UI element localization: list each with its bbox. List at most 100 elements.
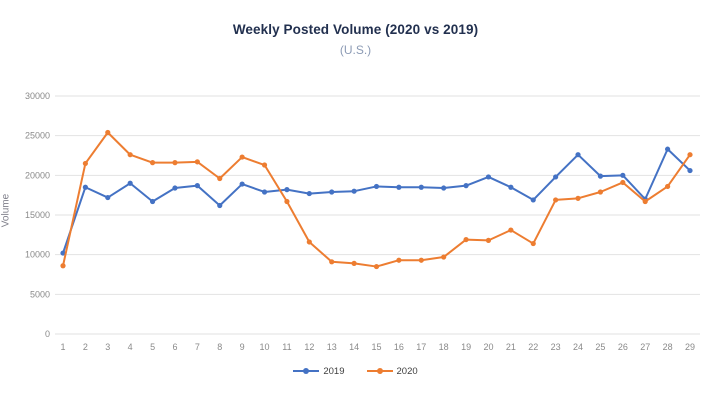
- data-point-2020-week-24: [575, 195, 581, 201]
- x-tick-label: 2: [83, 342, 88, 352]
- data-point-2019-week-25: [597, 173, 604, 179]
- x-tick-label: 25: [595, 342, 605, 352]
- x-tick-label: 27: [640, 342, 650, 352]
- data-point-2020-week-13: [329, 259, 335, 265]
- x-tick-label: 20: [483, 342, 493, 352]
- x-tick-label: 12: [304, 342, 314, 352]
- data-point-2020-week-7: [194, 159, 200, 165]
- legend-label-2019: 2019: [323, 365, 345, 377]
- x-tick-label: 22: [528, 342, 538, 352]
- x-tick-label: 23: [551, 342, 561, 352]
- data-point-2019-week-21: [508, 184, 514, 190]
- data-point-2019-week-23: [553, 174, 559, 180]
- data-point-2019-week-18: [441, 185, 447, 191]
- data-point-2019-week-2: [82, 184, 88, 190]
- data-point-2019-week-29: [687, 167, 693, 174]
- data-point-2019-week-11: [284, 187, 290, 193]
- data-point-2019-week-19: [463, 183, 469, 189]
- data-point-2020-week-28: [665, 183, 671, 190]
- x-tick-label: 3: [105, 342, 110, 352]
- x-tick-label: 15: [371, 342, 381, 352]
- legend-item-2019[interactable]: 2019: [293, 365, 345, 377]
- data-point-2020-week-2: [82, 160, 88, 167]
- x-tick-label: 19: [461, 342, 471, 352]
- data-point-2019-week-3: [105, 194, 111, 201]
- data-point-2020-week-23: [553, 197, 559, 203]
- data-point-2019-week-1: [60, 250, 66, 256]
- data-point-2019-week-4: [127, 180, 133, 186]
- data-point-2019-week-10: [261, 189, 268, 195]
- data-point-2019-week-17: [418, 184, 424, 190]
- data-point-2019-week-26: [620, 172, 626, 178]
- x-tick-label: 9: [240, 342, 245, 352]
- data-point-2019-week-5: [149, 198, 156, 205]
- data-point-2019-week-9: [239, 181, 245, 187]
- data-point-2020-week-10: [261, 162, 268, 168]
- data-point-2020-week-4: [127, 152, 133, 158]
- y-tick-label: 0: [45, 329, 50, 339]
- series-line-2019: [62, 148, 691, 255]
- data-point-2019-week-14: [351, 188, 357, 194]
- legend-item-2020[interactable]: 2020: [366, 365, 418, 377]
- x-tick-label: 8: [217, 342, 222, 352]
- x-tick-label: 24: [573, 342, 583, 352]
- chart-title: Weekly Posted Volume (2020 vs 2019): [232, 22, 479, 37]
- x-tick-label: 18: [439, 342, 449, 352]
- data-point-2020-week-18: [441, 254, 447, 260]
- x-tick-label: 4: [128, 342, 133, 352]
- x-tick-label: 26: [618, 342, 628, 352]
- x-tick-label: 28: [663, 342, 673, 352]
- y-tick-label: 15000: [25, 210, 50, 220]
- x-tick-label: 6: [172, 342, 177, 352]
- data-point-2020-week-29: [687, 152, 693, 158]
- data-point-2020-week-22: [530, 240, 536, 247]
- x-tick-label: 17: [416, 342, 426, 352]
- x-tick-label: 7: [195, 342, 200, 352]
- x-tick-label: 16: [394, 342, 404, 352]
- data-point-2020-week-11: [284, 198, 290, 205]
- y-tick-label: 20000: [25, 170, 50, 180]
- data-point-2019-week-28: [665, 146, 671, 152]
- data-point-2019-week-16: [396, 184, 402, 190]
- x-tick-label: 1: [60, 342, 65, 352]
- data-point-2020-week-21: [508, 227, 514, 233]
- x-tick-label: 14: [349, 342, 359, 352]
- data-point-2020-week-3: [105, 129, 111, 136]
- data-point-2020-week-16: [396, 257, 402, 263]
- data-point-2020-week-1: [60, 263, 66, 269]
- y-tick-label: 30000: [25, 91, 50, 101]
- data-point-2020-week-12: [306, 239, 312, 245]
- chart-subtitle: (U.S.): [339, 43, 372, 57]
- data-point-2020-week-15: [373, 263, 380, 270]
- data-point-2020-week-26: [620, 179, 626, 186]
- data-point-2020-week-8: [217, 175, 223, 182]
- data-point-2019-week-24: [575, 152, 581, 158]
- data-point-2019-week-8: [217, 202, 223, 209]
- data-point-2020-week-17: [418, 257, 424, 263]
- data-point-2019-week-7: [194, 183, 200, 189]
- x-tick-label: 29: [685, 342, 695, 352]
- data-point-2020-week-5: [149, 160, 156, 166]
- data-point-2020-week-6: [172, 160, 178, 166]
- data-point-2019-week-20: [485, 174, 492, 180]
- data-point-2020-week-9: [239, 154, 245, 160]
- data-point-2019-week-15: [373, 183, 380, 190]
- x-tick-label: 11: [282, 342, 291, 352]
- y-tick-label: 25000: [25, 131, 50, 141]
- data-point-2020-week-20: [485, 237, 492, 243]
- y-tick-label: 10000: [25, 250, 50, 260]
- data-point-2020-week-14: [351, 260, 357, 266]
- legend-marker-2020-icon: [366, 367, 393, 375]
- legend: 2019 2020: [0, 363, 711, 379]
- legend-label-2020: 2020: [396, 365, 418, 377]
- x-tick-label: 5: [150, 342, 155, 352]
- data-point-2020-week-25: [597, 189, 604, 195]
- x-tick-label: 13: [327, 342, 337, 352]
- y-tick-label: 5000: [30, 289, 50, 299]
- data-point-2019-week-6: [172, 185, 178, 191]
- data-point-2019-week-12: [306, 190, 312, 197]
- data-point-2019-week-13: [329, 189, 335, 195]
- legend-marker-2019-icon: [293, 367, 320, 375]
- data-point-2020-week-19: [463, 236, 469, 243]
